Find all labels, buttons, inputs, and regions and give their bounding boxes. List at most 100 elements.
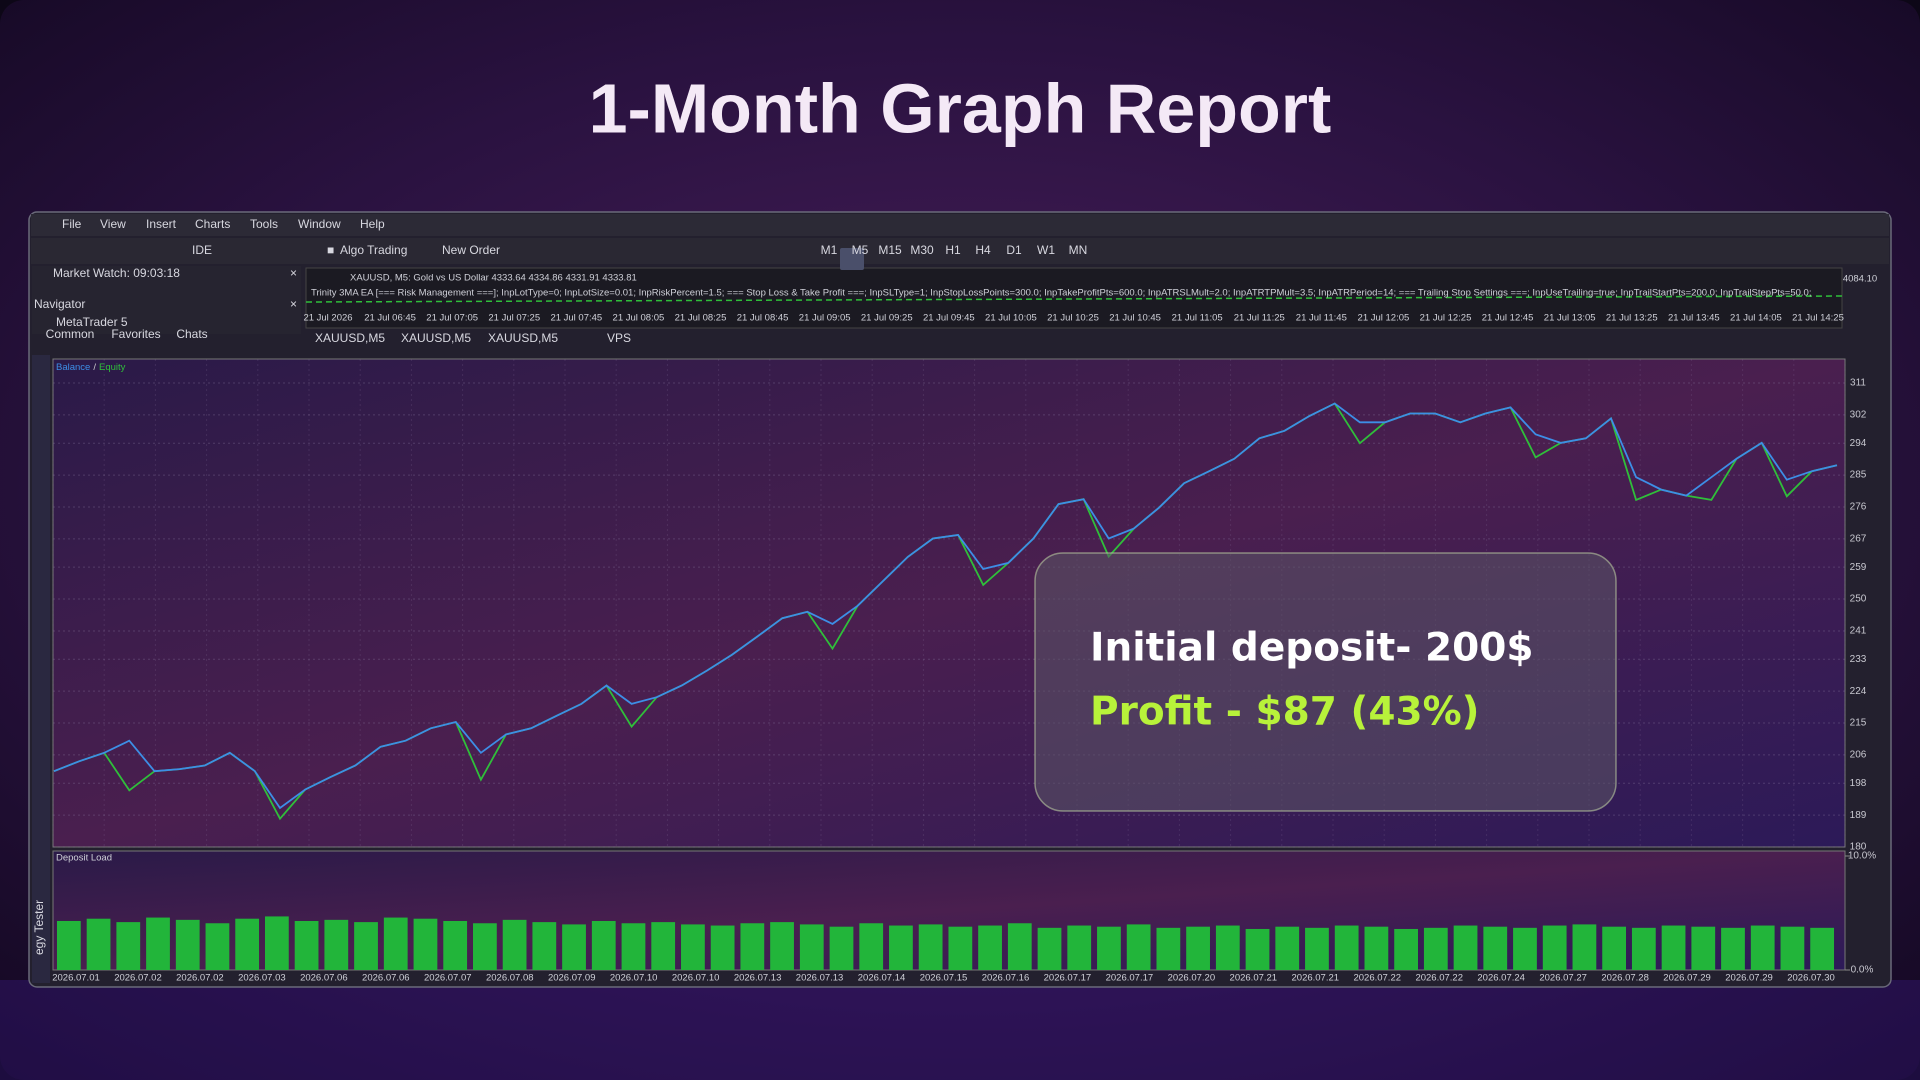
deposit-bar [1334, 925, 1359, 970]
deposit-title: Deposit Load [56, 853, 112, 864]
deposit-bar [324, 919, 349, 970]
x-tick-label: 2026.07.17 [1106, 973, 1154, 984]
deposit-bar [1423, 927, 1448, 970]
close-icon[interactable]: × [290, 297, 297, 311]
menu-item[interactable]: Help [360, 217, 385, 231]
chart-tab[interactable]: XAUUSD,M5 [315, 331, 385, 345]
time-label: 21 Jul 09:05 [799, 313, 851, 324]
menu-item[interactable]: File [62, 217, 82, 231]
timeframe[interactable]: H1 [945, 243, 961, 257]
chart-tab[interactable]: VPS [607, 331, 631, 345]
deposit-bar [1156, 927, 1181, 970]
panel-tab[interactable]: Favorites [111, 327, 160, 341]
x-tick-label: 2026.07.29 [1725, 973, 1773, 984]
deposit-bar [354, 922, 378, 970]
y-tick-label: 302 [1850, 410, 1867, 421]
x-tick-label: 2026.07.02 [176, 973, 224, 984]
deposit-bar [1037, 927, 1062, 970]
menu-item[interactable]: View [100, 217, 126, 231]
close-icon[interactable]: × [290, 266, 297, 280]
timeframe[interactable]: M5 [852, 243, 869, 257]
timeframe[interactable]: M15 [878, 243, 902, 257]
deposit-bar [562, 924, 586, 970]
deposit-bar [1780, 926, 1805, 970]
deposit-bar [1542, 925, 1567, 970]
time-label: 21 Jul 11:05 [1172, 313, 1223, 324]
time-label: 21 Jul 07:45 [550, 313, 602, 324]
menu-item[interactable]: Tools [250, 217, 278, 231]
deposit-bar [621, 923, 646, 970]
x-tick-label: 2026.07.09 [548, 973, 596, 984]
x-tick-label: 2026.07.17 [1044, 973, 1092, 984]
deposit-bar [948, 926, 973, 970]
ide[interactable]: IDE [192, 243, 212, 257]
x-tick-label: 2026.07.21 [1292, 973, 1340, 984]
panel-tab[interactable]: Common [46, 327, 95, 341]
x-tick-label: 2026.07.20 [1168, 973, 1216, 984]
x-tick-label: 2026.07.13 [734, 973, 782, 984]
y-tick-label: 189 [1850, 810, 1867, 821]
deposit-bar [235, 918, 260, 970]
deposit-bar [1215, 925, 1240, 970]
time-label: 21 Jul 12:45 [1482, 313, 1534, 324]
deposit-bar [1097, 926, 1121, 970]
deposit-bar [1513, 927, 1537, 970]
deposit-bar [1453, 925, 1478, 970]
price-label: 4084.10 [1843, 274, 1877, 285]
timeframe[interactable]: M1 [821, 243, 838, 257]
x-tick-label: 2026.07.10 [672, 973, 720, 984]
tree-item[interactable]: MetaTrader 5 [56, 315, 128, 329]
menu-item[interactable]: Charts [195, 217, 230, 231]
time-label: 21 Jul 13:05 [1544, 313, 1596, 324]
panel-tab[interactable]: Chats [176, 327, 207, 341]
y-tick-label: 206 [1850, 750, 1867, 761]
deposit-bar [829, 926, 854, 970]
x-tick-label: 2026.07.14 [858, 973, 906, 984]
deposit-bar [473, 923, 497, 970]
timeframe[interactable]: MN [1069, 243, 1088, 257]
deposit-bar [978, 925, 1002, 970]
x-tick-label: 2026.07.21 [1230, 973, 1278, 984]
summary-card [1034, 552, 1617, 812]
algo-trading[interactable]: Algo Trading [340, 243, 407, 257]
deposit-bar [1691, 926, 1716, 970]
deposit-bar [383, 917, 408, 970]
deposit-bar [740, 923, 765, 970]
deposit-bar [1126, 924, 1151, 970]
x-tick-label: 2026.07.28 [1601, 973, 1649, 984]
deposit-bar [1661, 925, 1686, 970]
time-label: 21 Jul 10:25 [1047, 313, 1099, 324]
deposit-bar [146, 917, 170, 970]
legend: Balance / Equity [56, 362, 126, 373]
toolbar [31, 238, 1889, 264]
deposit-bar [1572, 924, 1597, 970]
chart-tab[interactable]: XAUUSD,M5 [488, 331, 558, 345]
y-tick-label: 241 [1850, 626, 1867, 637]
timeframe[interactable]: W1 [1037, 243, 1055, 257]
y-tick-label: 180 [1850, 842, 1867, 853]
x-tick-label: 2026.07.08 [486, 973, 534, 984]
mini-chart-header: XAUUSD, M5: Gold vs US Dollar 4333.64 43… [350, 273, 637, 284]
legend-entry: Equity [99, 362, 126, 373]
time-label: 21 Jul 06:45 [364, 313, 416, 324]
timeframe[interactable]: M30 [910, 243, 934, 257]
timeframe[interactable]: H4 [975, 243, 991, 257]
timeframe[interactable]: D1 [1006, 243, 1022, 257]
deposit-bar [1186, 926, 1210, 970]
deposit-bar [681, 924, 705, 970]
time-label: 21 Jul 07:05 [426, 313, 478, 324]
menu-item[interactable]: Window [298, 217, 341, 231]
timeframe-active [840, 248, 864, 270]
time-label: 21 Jul 13:25 [1606, 313, 1658, 324]
chart-tab[interactable]: XAUUSD,M5 [401, 331, 471, 345]
time-label: 21 Jul 13:45 [1668, 313, 1720, 324]
deposit-bar [1750, 925, 1775, 970]
deposit-bar [294, 920, 319, 970]
deposit-bar [918, 924, 943, 970]
menu-item[interactable]: Insert [146, 217, 177, 231]
new-order[interactable]: New Order [442, 243, 500, 257]
deposit-bar [502, 919, 527, 970]
deposit-bar [264, 916, 289, 970]
deposit-bar [651, 922, 676, 970]
